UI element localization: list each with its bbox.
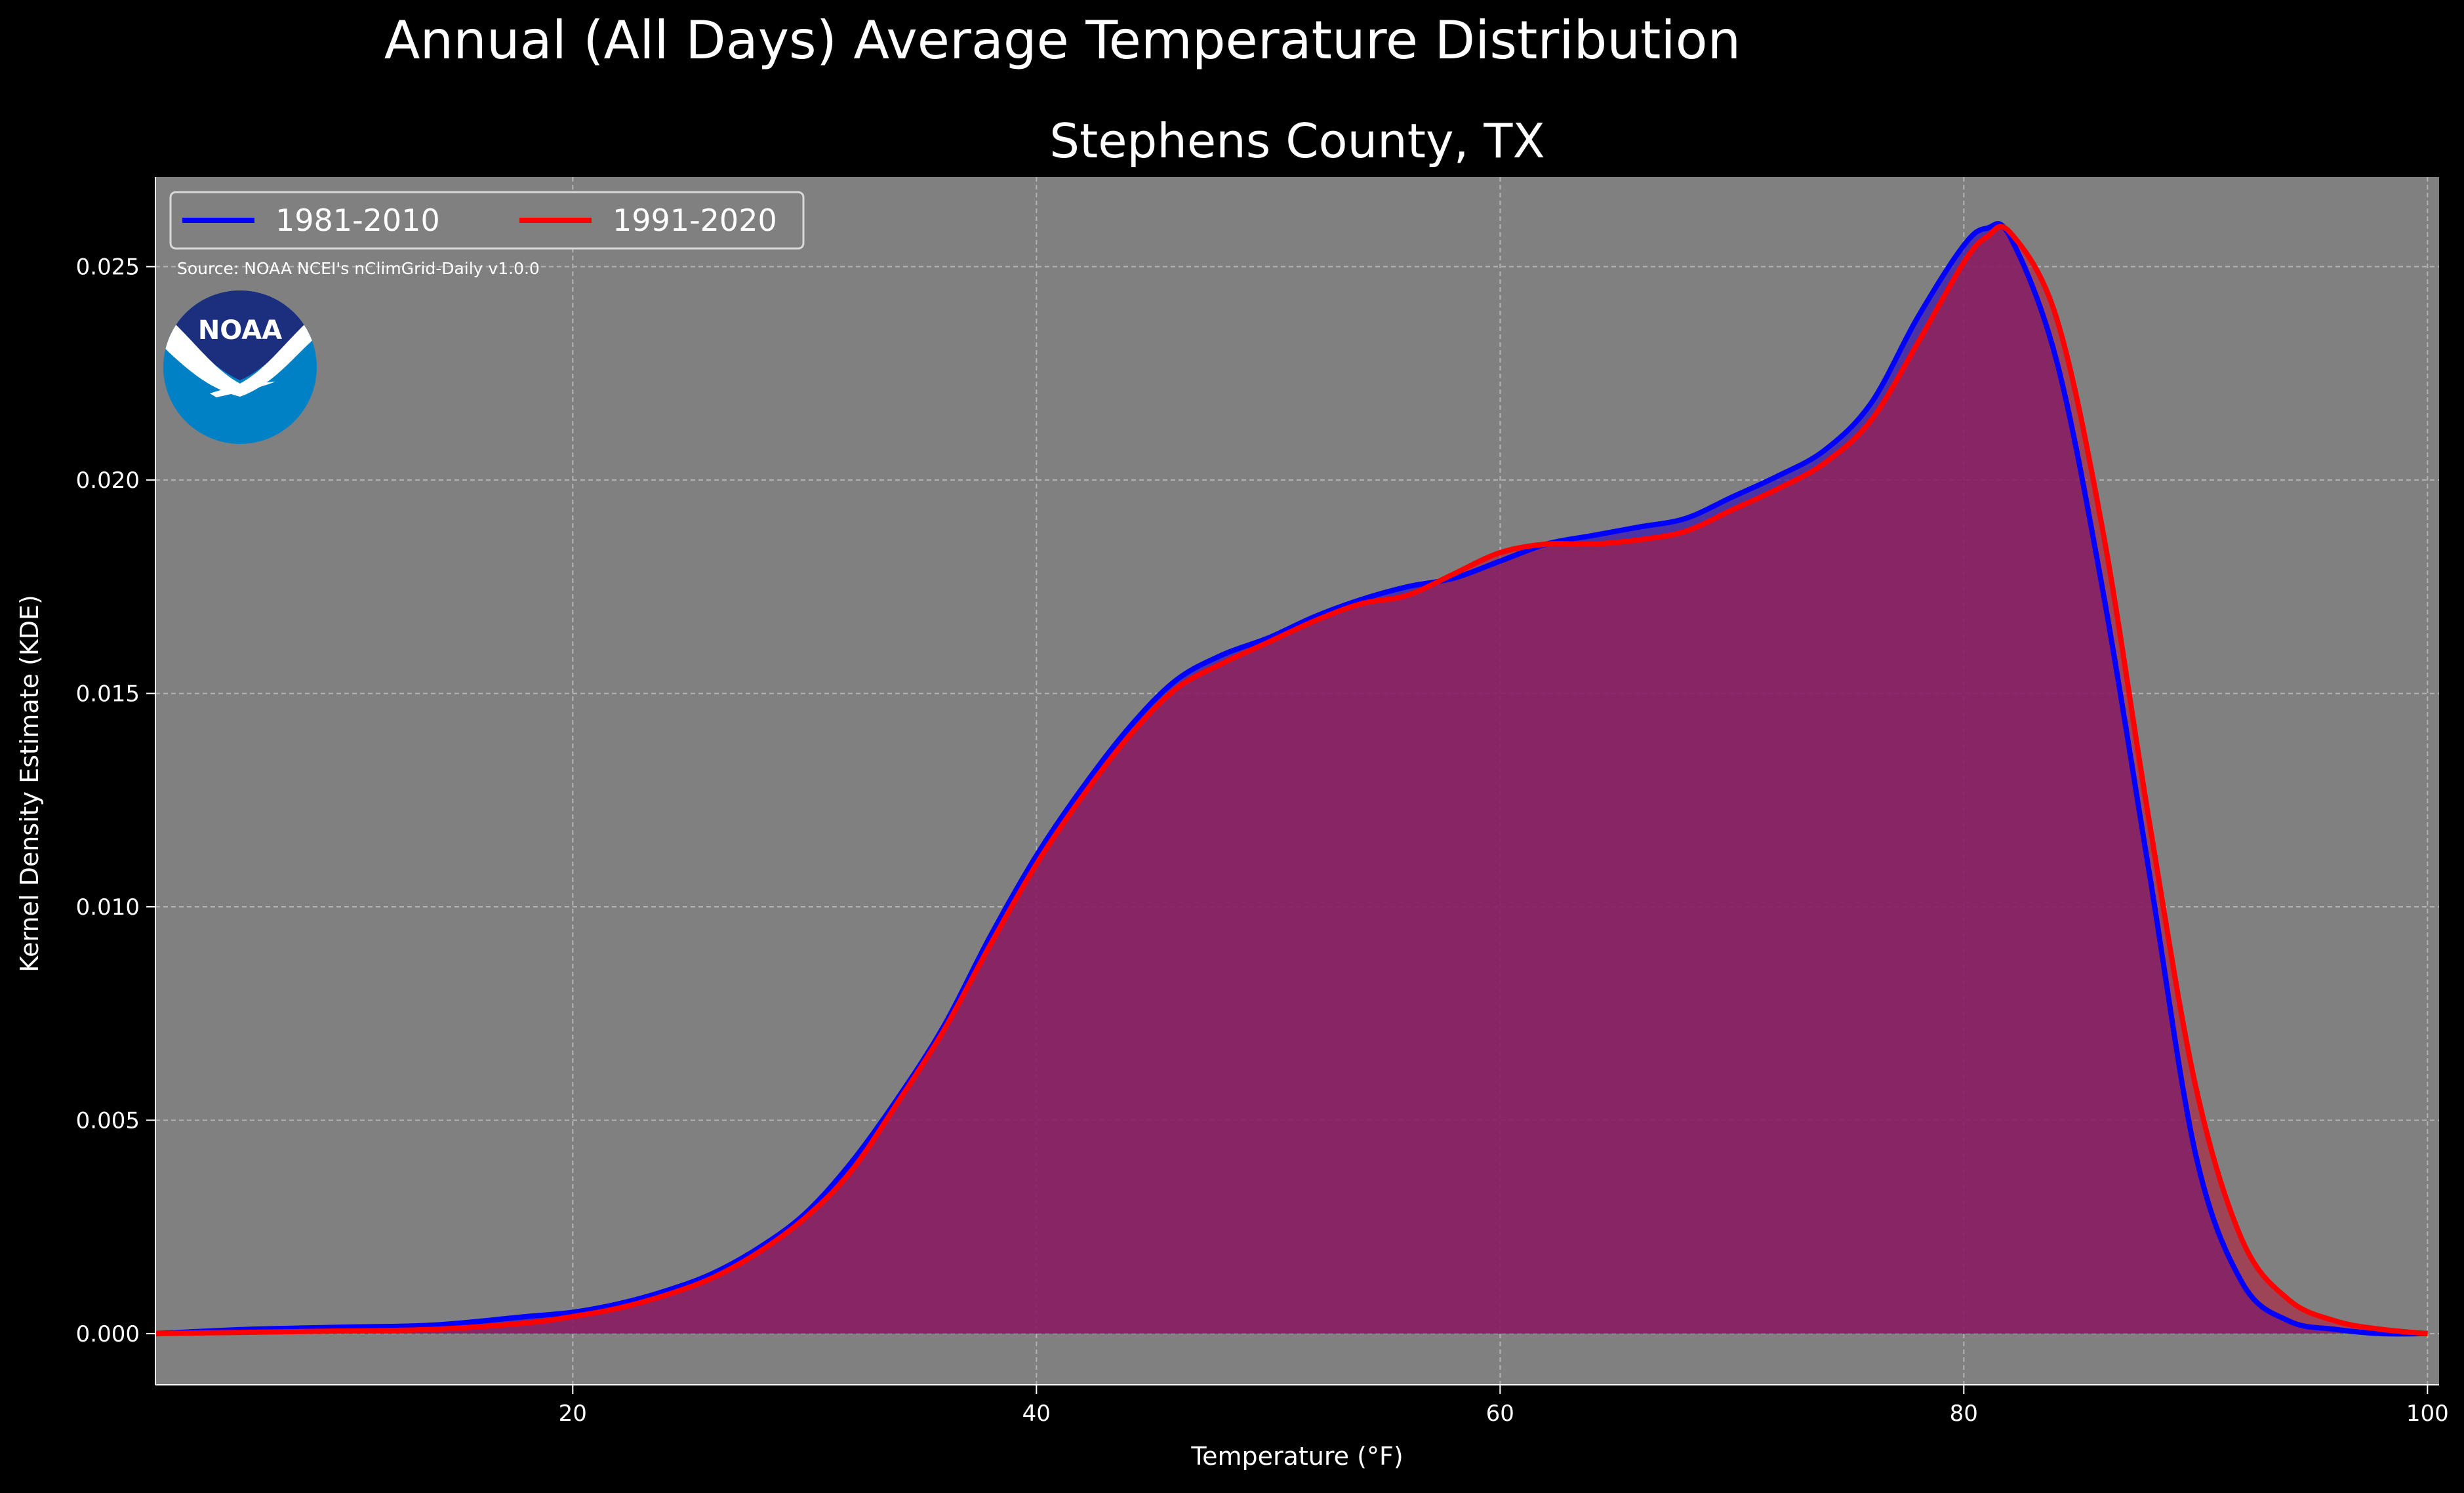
source-note: Source: NOAA NCEI's nClimGrid-Daily v1.0… (177, 259, 540, 278)
logo-text: NOAA (198, 315, 282, 346)
legend-label-1991-2020: 1991-2020 (613, 203, 777, 238)
legend-label-1981-2010: 1981-2010 (275, 203, 440, 238)
x-tick-label: 40 (1022, 1401, 1051, 1427)
x-axis-ticks: 20 40 60 80 100 (559, 1385, 2449, 1427)
chart-subtitle: Stephens County, TX (1049, 113, 1545, 169)
y-tick-label: 0.000 (76, 1321, 140, 1347)
y-tick-label: 0.015 (76, 681, 140, 707)
y-axis-ticks: 0.000 0.005 0.010 0.015 0.020 0.025 (76, 254, 155, 1347)
y-tick-label: 0.010 (76, 894, 140, 921)
axes (155, 177, 2439, 1385)
x-axis-label: Temperature (°F) (1190, 1442, 1403, 1471)
legend-box (169, 191, 805, 250)
y-tick-label: 0.025 (76, 254, 140, 281)
y-tick-label: 0.020 (76, 468, 140, 494)
y-tick-label: 0.005 (76, 1107, 140, 1134)
legend: 1981-2010 1991-2020 (169, 191, 805, 250)
x-tick-label: 20 (559, 1401, 587, 1427)
x-tick-label: 60 (1486, 1401, 1514, 1427)
area-1991-2020 (155, 226, 2428, 1334)
line-1981-2010 (155, 221, 2428, 1337)
x-tick-label: 100 (2406, 1401, 2449, 1427)
noaa-logo: NOAA (163, 290, 317, 444)
y-axis-label: Kernel Density Estimate (KDE) (15, 595, 44, 972)
x-tick-label: 80 (1950, 1401, 1978, 1427)
density-lines (155, 221, 2428, 1337)
line-1991-2020 (155, 224, 2428, 1336)
density-areas (155, 224, 2428, 1334)
chart-title: Annual (All Days) Average Temperature Di… (384, 10, 1741, 71)
